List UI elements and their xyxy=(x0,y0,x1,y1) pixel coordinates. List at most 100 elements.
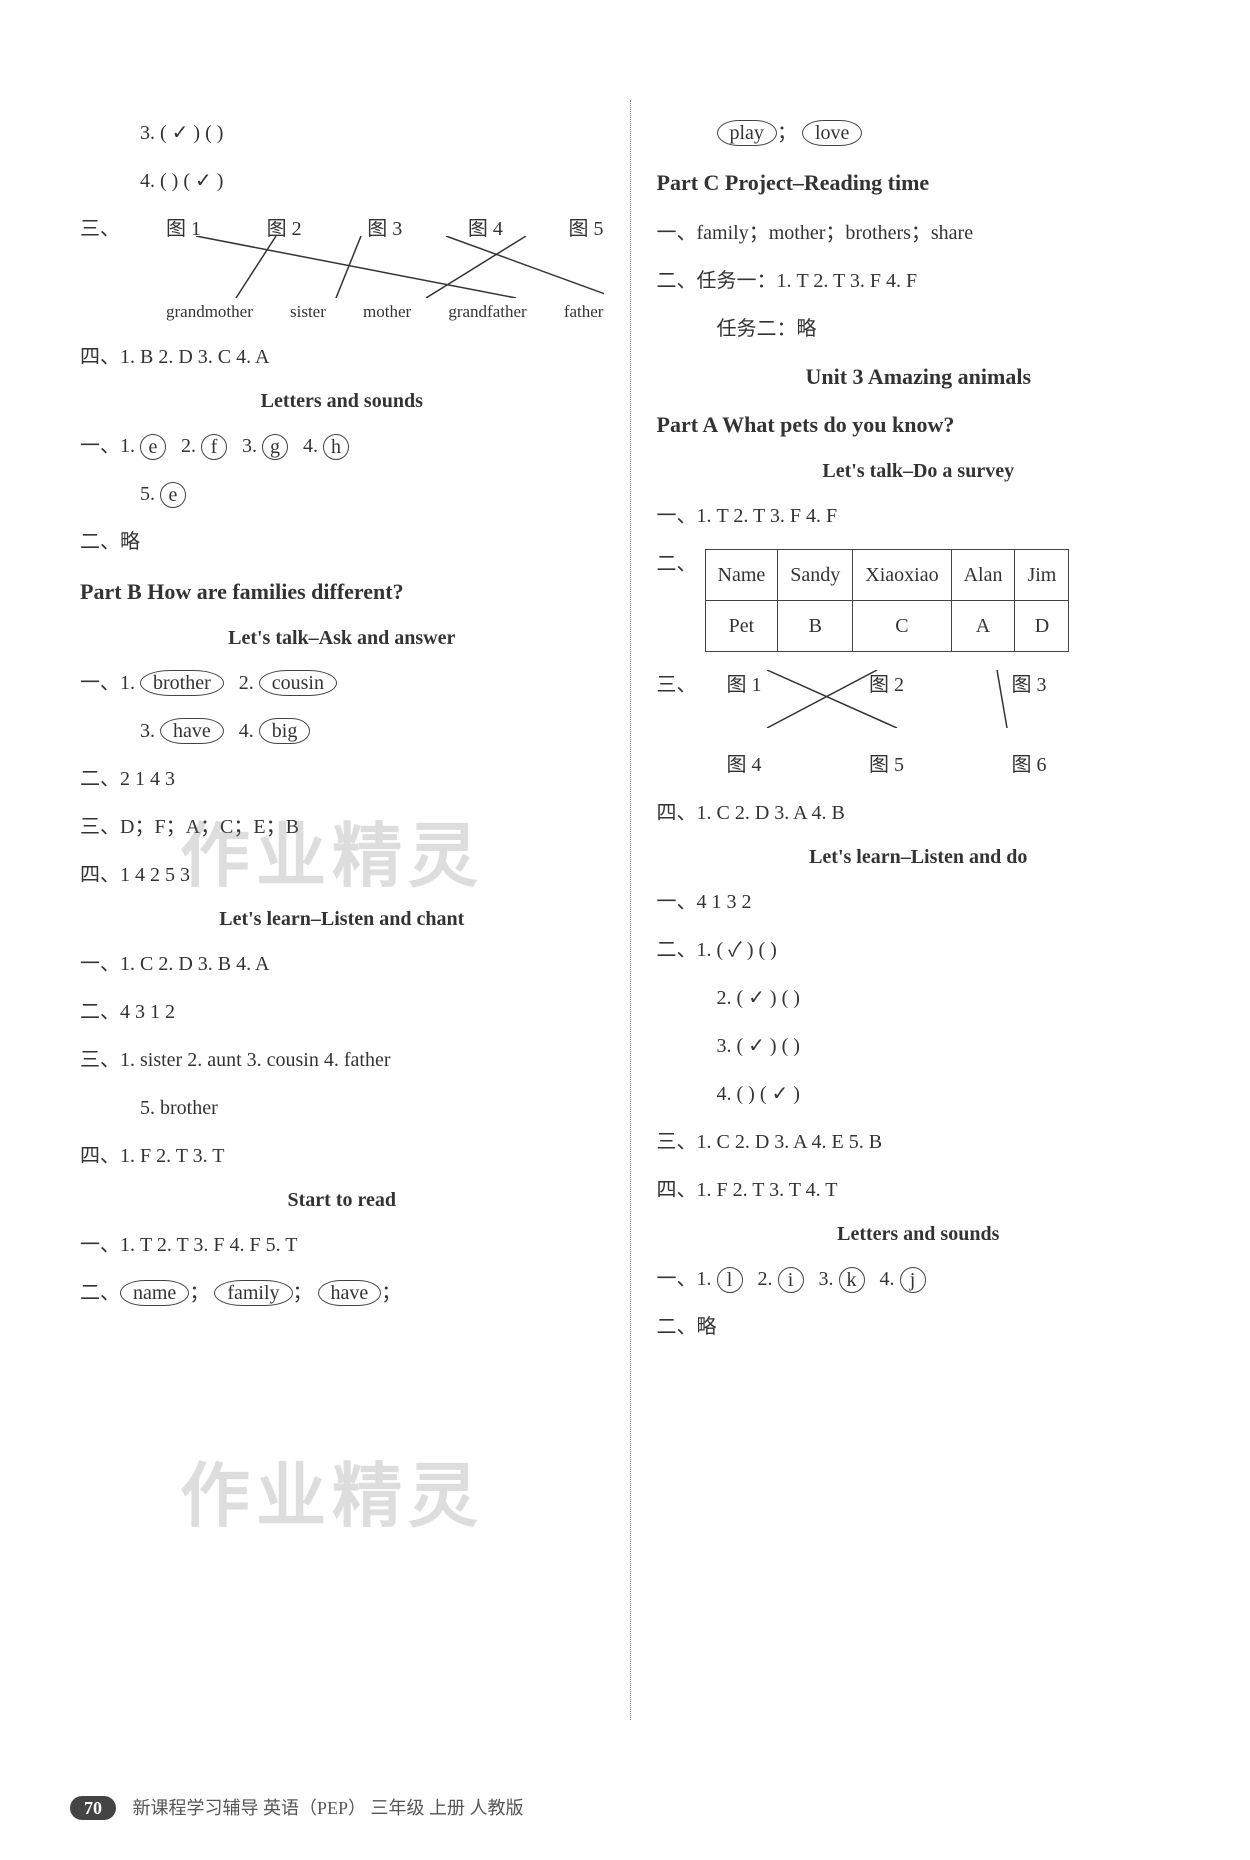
ld-one: 一、4 1 3 2 xyxy=(657,887,1181,917)
unit3-title: Unit 3 Amazing animals xyxy=(657,364,1181,390)
footer-text: 新课程学习辅导 英语（PEP） 三年级 上册 人教版 xyxy=(133,1798,524,1818)
a3-b5: 图 5 xyxy=(869,750,904,780)
td-a: A xyxy=(951,601,1015,652)
r-ls-two: 二、略 xyxy=(657,1312,1181,1342)
r-top: play； love xyxy=(657,118,1181,148)
table-data-row: Pet B C A D xyxy=(705,601,1069,652)
table-header-row: Name Sandy Xiaoxiao Alan Jim xyxy=(705,550,1069,601)
grandfather: grandfather xyxy=(448,299,526,325)
sr-two: 二、name； family； have； xyxy=(80,1278,604,1308)
a-four: 四、1. C 2. D 3. A 4. B xyxy=(657,798,1181,828)
grandmother: grandmother xyxy=(166,299,253,325)
a-two: 二、 Name Sandy Xiaoxiao Alan Jim Pet B C … xyxy=(657,549,1181,652)
left-four: 四、1. B 2. D 3. C 4. A xyxy=(80,342,604,372)
lc-three: 三、1. sister 2. aunt 3. cousin 4. father xyxy=(80,1045,604,1075)
ls-one-5: 5. e xyxy=(80,479,604,509)
th-jim: Jim xyxy=(1015,550,1069,601)
three-match-lines xyxy=(166,236,604,298)
b-one-b: 3. have 4. big xyxy=(80,716,604,746)
a-three: 三、 图 1 图 2 图 3 图 4 图 5 图 xyxy=(657,670,1181,780)
sister: sister xyxy=(290,299,326,325)
letters-sounds-title: Letters and sounds xyxy=(80,390,604,413)
left-q3: 3. ( ✓ ) ( ) xyxy=(80,118,604,148)
a3-b4: 图 4 xyxy=(727,750,762,780)
left-q4: 4. ( ) ( ✓ ) xyxy=(80,166,604,196)
left-three: 三、 图 1 图 2 图 3 图 4 图 5 xyxy=(80,214,604,324)
td-d: D xyxy=(1015,601,1069,652)
ld-two-3: 3. ( ✓ ) ( ) xyxy=(657,1031,1181,1061)
sr-one: 一、1. T 2. T 3. F 4. F 5. T xyxy=(80,1230,604,1260)
learn-do-title: Let's learn–Listen and do xyxy=(657,846,1181,869)
ls-one: 一、1. e 2. f 3. g 4. h xyxy=(80,431,604,461)
left-column: 3. ( ✓ ) ( ) 4. ( ) ( ✓ ) 三、 图 1 图 2 图 3… xyxy=(60,100,624,1720)
oval-have2: have xyxy=(318,1280,382,1306)
th-alan: Alan xyxy=(951,550,1015,601)
oval-name: name xyxy=(120,1280,189,1306)
a3-top: 图 1 图 2 图 3 xyxy=(727,670,1047,700)
td-pet: Pet xyxy=(705,601,778,652)
three-match-bot: grandmother sister mother grandfather fa… xyxy=(166,299,604,325)
oval-play: play xyxy=(717,120,777,146)
c-two: 二、任务一：1. T 2. T 3. F 4. F xyxy=(657,266,1181,296)
a-two-label: 二、 xyxy=(657,549,697,579)
page-footer: 70 新课程学习辅导 英语（PEP） 三年级 上册 人教版 xyxy=(70,1794,524,1820)
c-one: 一、family；mother；brothers；share xyxy=(657,218,1181,248)
right-column: play； love Part C Project–Reading time 一… xyxy=(637,100,1201,1720)
c-two-b: 任务二：略 xyxy=(657,314,1181,344)
b-one: 一、1. brother 2. cousin xyxy=(80,668,604,698)
ld-two-4: 4. ( ) ( ✓ ) xyxy=(657,1079,1181,1109)
th-name: Name xyxy=(705,550,778,601)
mother: mother xyxy=(363,299,411,325)
lc-three-b: 5. brother xyxy=(80,1093,604,1123)
lc-two: 二、4 3 1 2 xyxy=(80,997,604,1027)
lc-one: 一、1. C 2. D 3. B 4. A xyxy=(80,949,604,979)
a3-bot: 图 4 图 5 图 6 xyxy=(727,750,1047,780)
oval-brother: brother xyxy=(140,670,224,696)
left-three-label: 三、 xyxy=(80,214,120,324)
a3-t3: 图 3 xyxy=(1012,670,1047,700)
ls-two: 二、略 xyxy=(80,527,604,557)
circ-j: j xyxy=(900,1267,926,1293)
start-read-title: Start to read xyxy=(80,1189,604,1212)
part-b-subtitle: Let's talk–Ask and answer xyxy=(80,627,604,650)
column-divider xyxy=(630,100,631,1720)
circ-i: i xyxy=(778,1267,804,1293)
td-c: C xyxy=(853,601,951,652)
circ-k: k xyxy=(839,1267,865,1293)
b-four: 四、1 4 2 5 3 xyxy=(80,860,604,890)
b-two: 二、2 1 4 3 xyxy=(80,764,604,794)
content-columns: 3. ( ✓ ) ( ) 4. ( ) ( ✓ ) 三、 图 1 图 2 图 3… xyxy=(60,100,1200,1720)
circ-e2: e xyxy=(160,482,186,508)
learn-chant-title: Let's learn–Listen and chant xyxy=(80,908,604,931)
circ-f: f xyxy=(201,434,227,460)
oval-have: have xyxy=(160,718,224,744)
ld-four: 四、1. F 2. T 3. T 4. T xyxy=(657,1175,1181,1205)
oval-family: family xyxy=(214,1280,292,1306)
part-a-title: Part A What pets do you know? xyxy=(657,412,1181,438)
ld-two-2: 2. ( ✓ ) ( ) xyxy=(657,983,1181,1013)
ld-two-1: 二、1. ( ✓ ) ( ) xyxy=(657,935,1181,965)
lc-four: 四、1. F 2. T 3. T xyxy=(80,1141,604,1171)
a-three-match: 图 1 图 2 图 3 图 4 图 5 图 6 xyxy=(727,670,1077,780)
circ-g: g xyxy=(262,434,288,460)
part-a-subtitle: Let's talk–Do a survey xyxy=(657,460,1181,483)
page-number: 70 xyxy=(70,1796,116,1820)
circ-l: l xyxy=(717,1267,743,1293)
pet-table: Name Sandy Xiaoxiao Alan Jim Pet B C A D xyxy=(705,549,1070,652)
circ-e: e xyxy=(140,434,166,460)
part-b-title: Part B How are families different? xyxy=(80,579,604,605)
td-b: B xyxy=(778,601,853,652)
father: father xyxy=(564,299,604,325)
a3-t1: 图 1 xyxy=(727,670,762,700)
ld-three: 三、1. C 2. D 3. A 4. E 5. B xyxy=(657,1127,1181,1157)
th-xiaoxiao: Xiaoxiao xyxy=(853,550,951,601)
b-three: 三、D；F；A；C；E；B xyxy=(80,812,604,842)
r-letters-sounds: Letters and sounds xyxy=(657,1223,1181,1246)
part-c-title: Part C Project–Reading time xyxy=(657,170,1181,196)
oval-cousin: cousin xyxy=(259,670,337,696)
r-ls-one: 一、1. l 2. i 3. k 4. j xyxy=(657,1264,1181,1294)
three-match-diagram: 图 1 图 2 图 3 图 4 图 5 grandmother xyxy=(166,214,604,324)
a3-b6: 图 6 xyxy=(1012,750,1047,780)
oval-big: big xyxy=(259,718,311,744)
a-one: 一、1. T 2. T 3. F 4. F xyxy=(657,501,1181,531)
